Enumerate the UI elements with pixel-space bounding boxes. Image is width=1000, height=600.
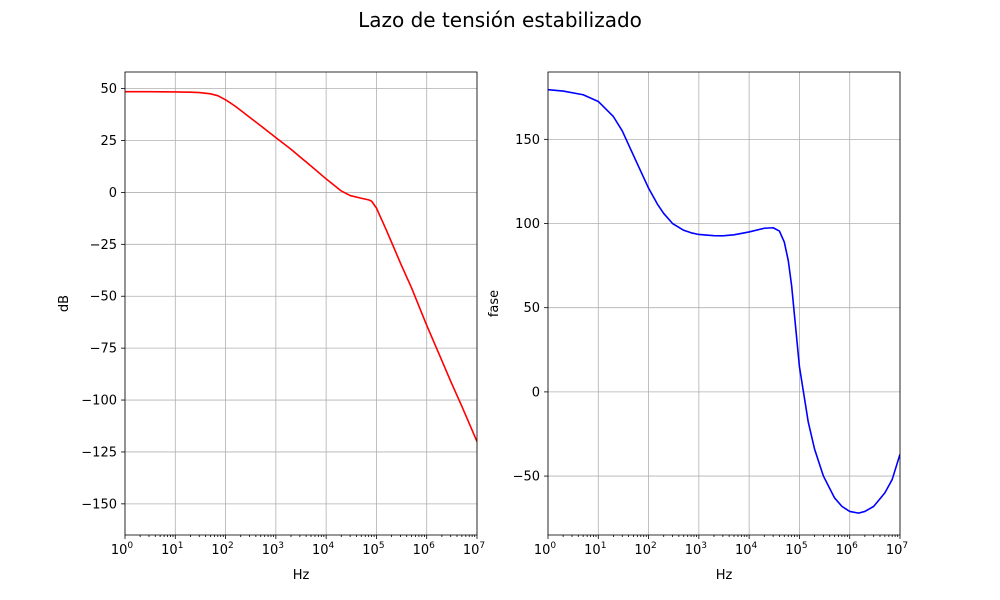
phase-xtick-label: 104 xyxy=(735,541,758,558)
phase-xtick-label: 102 xyxy=(634,541,656,558)
phase-ytick-label: 0 xyxy=(532,385,540,400)
magnitude-ytick-label: −100 xyxy=(81,394,117,409)
magnitude-xlabel: Hz xyxy=(293,568,310,583)
phase-xtick-label: 103 xyxy=(685,541,707,558)
phase-xtick-label: 100 xyxy=(534,541,557,558)
phase-ytick-label: 50 xyxy=(523,301,540,316)
phase-plot: 100 101 102 103 104 105 106 107 150 100 50 0 −50 Hz fa… xyxy=(487,71,908,583)
magnitude-xtick-label: 101 xyxy=(161,541,183,558)
magnitude-series-line xyxy=(125,90,477,442)
magnitude-ytick-label: 0 xyxy=(109,186,117,201)
magnitude-xtick-label: 107 xyxy=(463,541,485,558)
magnitude-ytick-label: −25 xyxy=(90,238,117,253)
phase-ytick-label: −50 xyxy=(513,470,540,485)
phase-ytick-label: 100 xyxy=(515,217,540,232)
magnitude-xtick-label: 104 xyxy=(312,541,335,558)
magnitude-axes-frame xyxy=(124,71,478,536)
magnitude-ylabel: dB xyxy=(57,295,72,312)
phase-ylabel: fase xyxy=(487,290,502,317)
magnitude-ytick-label: −50 xyxy=(90,290,117,305)
magnitude-xtick-label: 100 xyxy=(111,541,134,558)
magnitude-plot: 100 101 102 103 104 105 106 107 50 25 0 −25 −50 −75 −1… xyxy=(57,71,485,583)
phase-xtick-label: 105 xyxy=(785,541,807,558)
phase-series-line xyxy=(548,88,900,514)
magnitude-ytick-label: 25 xyxy=(100,134,117,149)
phase-ytick-label: 150 xyxy=(515,133,540,148)
magnitude-xtick-label: 102 xyxy=(211,541,233,558)
magnitude-ytick-label: −150 xyxy=(81,497,117,512)
magnitude-xtick-label: 105 xyxy=(362,541,384,558)
magnitude-xtick-label: 103 xyxy=(262,541,284,558)
phase-axes-frame xyxy=(547,71,901,536)
magnitude-ytick-label: 50 xyxy=(100,82,117,97)
phase-xlabel: Hz xyxy=(716,568,733,583)
phase-xtick-label: 101 xyxy=(584,541,606,558)
phase-xtick-label: 107 xyxy=(886,541,908,558)
figure-title: Lazo de tensión estabilizado xyxy=(358,8,642,32)
magnitude-xtick-label: 106 xyxy=(413,541,436,558)
magnitude-ytick-label: −75 xyxy=(90,342,117,357)
magnitude-ytick-label: −125 xyxy=(81,445,117,460)
phase-xtick-label: 106 xyxy=(836,541,859,558)
